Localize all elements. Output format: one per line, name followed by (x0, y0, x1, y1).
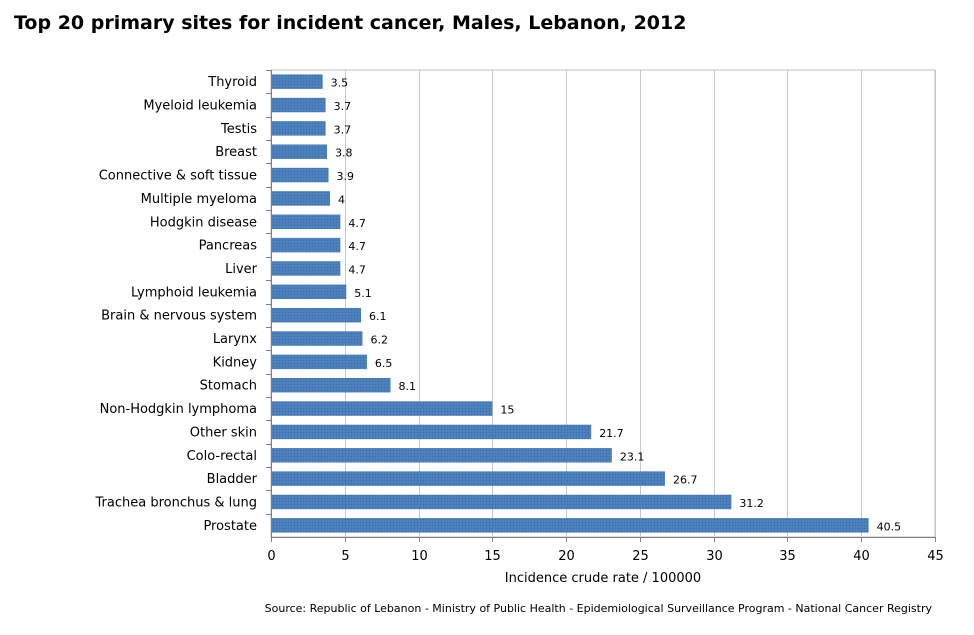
x-tick-label: 25 (632, 549, 649, 564)
bar (272, 121, 326, 136)
bars: 3.53.73.73.83.944.74.74.75.16.16.26.58.1… (272, 74, 901, 533)
source-note: Source: Republic of Lebanon - Ministry o… (264, 602, 932, 615)
data-label: 5.1 (354, 287, 372, 300)
y-category-label: Hodgkin disease (150, 215, 257, 230)
y-category-label: Breast (215, 145, 257, 160)
y-category-label: Pancreas (199, 239, 258, 254)
data-label: 3.7 (334, 100, 352, 113)
bar (272, 471, 665, 486)
gridlines (270, 69, 936, 538)
data-label: 3.5 (331, 77, 349, 90)
data-label: 4.7 (348, 217, 366, 230)
bar (272, 331, 363, 346)
data-label: 23.1 (620, 450, 645, 463)
data-label: 6.1 (369, 310, 387, 323)
y-category-label: Bladder (207, 472, 258, 487)
data-label: 40.5 (877, 520, 902, 533)
bar (272, 354, 367, 370)
data-label: 26.7 (673, 474, 698, 487)
x-tick-label: 5 (341, 549, 349, 564)
y-category-label: Multiple myeloma (141, 192, 257, 207)
bar (272, 494, 732, 510)
y-category-label: Larynx (213, 332, 257, 347)
y-category-label: Brain & nervous system (101, 309, 257, 324)
bar (272, 518, 869, 533)
y-category-label: Trachea bronchus & lung (95, 495, 257, 510)
bar (272, 237, 341, 253)
data-label: 4 (338, 193, 345, 206)
bar (272, 144, 328, 159)
y-category-label: Lymphoid leukemia (131, 285, 257, 300)
data-label: 31.2 (739, 497, 764, 510)
bar (272, 448, 612, 463)
x-tick-label: 20 (558, 549, 575, 564)
y-category-label: Prostate (203, 519, 257, 534)
bar (272, 191, 331, 206)
chart-title: Top 20 primary sites for incident cancer… (14, 12, 687, 34)
data-label: 3.9 (337, 170, 355, 183)
x-tick-label: 45 (927, 549, 944, 564)
x-tick-label: 40 (853, 549, 870, 564)
data-label: 4.7 (348, 240, 366, 253)
y-category-label: Kidney (213, 355, 258, 370)
data-label: 3.7 (334, 123, 352, 136)
data-label: 3.8 (335, 147, 353, 160)
data-label: 8.1 (399, 380, 417, 393)
data-label: 4.7 (348, 263, 366, 276)
bar (272, 401, 493, 416)
y-category-label: Stomach (200, 379, 257, 394)
x-tick-label: 15 (484, 549, 501, 564)
x-tick-label: 30 (706, 549, 723, 564)
bar (272, 424, 592, 440)
data-label: 15 (500, 404, 514, 417)
bar (272, 284, 347, 300)
data-label: 21.7 (599, 427, 624, 440)
y-category-label: Other skin (190, 425, 257, 440)
bar (272, 214, 341, 230)
data-label: 6.5 (375, 357, 393, 370)
plot-area-border (270, 69, 936, 538)
bar (272, 377, 391, 393)
x-tick-label: 10 (411, 549, 428, 564)
y-category-label: Non-Hodgkin lymphoma (100, 402, 257, 417)
y-category-label: Colo-rectal (187, 449, 257, 464)
x-axis-title: Incidence crude rate / 100000 (505, 571, 701, 586)
x-tick-label: 35 (779, 549, 796, 564)
axes: 0 5 10 15 20 25 30 35 40 45 Thyroid Myeloid leukemi… (95, 70, 944, 564)
x-tick-label: 0 (267, 549, 275, 564)
y-category-label: Liver (225, 262, 258, 277)
y-category-label: Thyroid (207, 75, 257, 90)
bar (272, 74, 323, 89)
data-label: 6.2 (370, 334, 388, 347)
y-category-label: Connective & soft tissue (99, 169, 257, 184)
bar (272, 167, 329, 183)
bar (272, 97, 326, 113)
y-category-label: Myeloid leukemia (143, 99, 257, 114)
y-category-label: Testis (220, 122, 257, 137)
bar (272, 261, 341, 276)
bar (272, 307, 362, 323)
